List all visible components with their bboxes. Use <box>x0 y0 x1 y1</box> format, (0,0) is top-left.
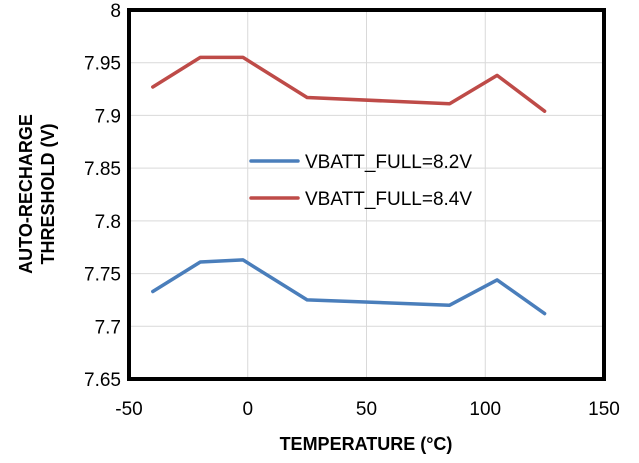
y-tick-label: 7.95 <box>84 54 121 75</box>
y-axis-title-line-1: AUTO-RECHARGE <box>16 114 36 274</box>
x-axis-ticks: -50 0 50 100 150 <box>115 399 620 420</box>
legend-label-1: VBATT_FULL=8.2V <box>305 152 472 173</box>
legend-label-2: VBATT_FULL=8.4V <box>305 189 472 210</box>
x-tick-label: 150 <box>588 399 620 420</box>
x-tick-label: -50 <box>115 399 142 420</box>
y-tick-label: 7.7 <box>95 317 121 338</box>
y-tick-label: 8 <box>110 1 121 22</box>
x-axis-title: TEMPERATURE (°C) <box>280 434 453 454</box>
series-lines <box>151 55 547 316</box>
x-tick-label: 100 <box>469 399 501 420</box>
x-tick-label: 50 <box>356 399 377 420</box>
y-axis-ticks: 7.65 7.7 7.75 7.8 7.85 7.9 7.95 8 <box>84 1 121 391</box>
y-tick-label: 7.75 <box>84 265 121 286</box>
y-tick-label: 7.65 <box>84 370 121 391</box>
y-tick-label: 7.85 <box>84 159 121 180</box>
series-line-1 <box>151 258 547 316</box>
plot-area-frame <box>127 8 606 381</box>
y-axis-title-line-2: THRESHOLD (V) <box>38 124 58 265</box>
legend: VBATT_FULL=8.2V VBATT_FULL=8.4V <box>249 152 472 210</box>
series-line-2 <box>151 55 547 113</box>
y-tick-label: 7.9 <box>95 106 121 127</box>
x-tick-label: 0 <box>242 399 253 420</box>
y-tick-label: 7.8 <box>95 212 121 233</box>
